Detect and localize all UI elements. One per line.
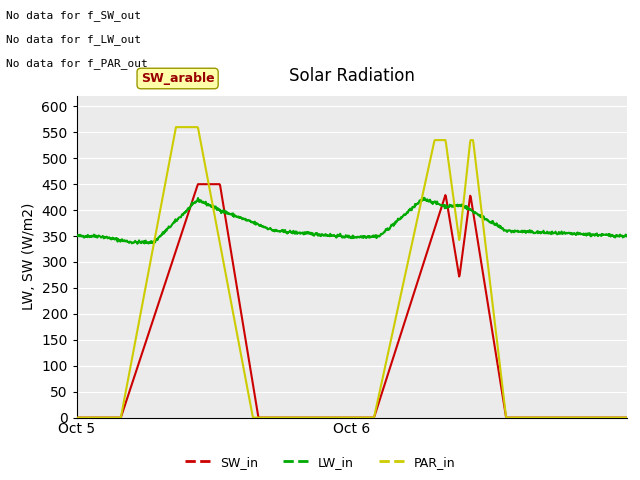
- Legend: SW_in, LW_in, PAR_in: SW_in, LW_in, PAR_in: [180, 451, 460, 474]
- Text: No data for f_PAR_out: No data for f_PAR_out: [6, 58, 148, 69]
- Text: No data for f_SW_out: No data for f_SW_out: [6, 10, 141, 21]
- Text: SW_arable: SW_arable: [141, 72, 214, 85]
- Title: Solar Radiation: Solar Radiation: [289, 67, 415, 85]
- Text: No data for f_LW_out: No data for f_LW_out: [6, 34, 141, 45]
- Y-axis label: LW, SW (W/m2): LW, SW (W/m2): [22, 203, 36, 311]
